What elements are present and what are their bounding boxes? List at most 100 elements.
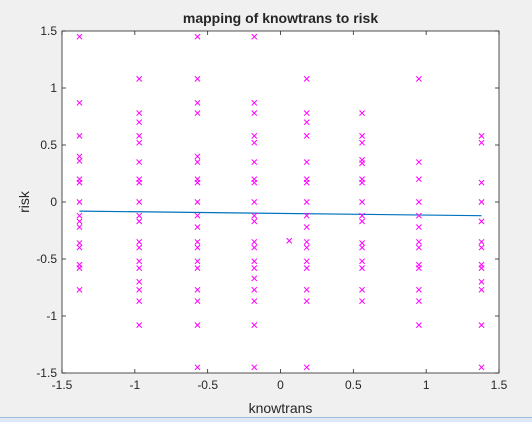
scatter-point [251,286,258,293]
scatter-point [251,212,258,219]
scatter-point [251,364,258,371]
scatter-point [415,212,422,219]
fit-line [79,210,482,217]
x-tick-label: -1.5 [52,378,73,392]
scatter-point [194,153,201,160]
scatter-point [251,244,258,251]
scatter-point [415,298,422,305]
scatter-point [136,75,143,82]
scatter-point [76,179,83,186]
scatter-point [303,244,310,251]
x-tick-label: 1.5 [491,378,508,392]
scatter-point [303,298,310,305]
scatter-point [194,75,201,82]
scatter-point [194,33,201,40]
y-tick-label: -0.5 [36,252,57,266]
scatter-point [136,298,143,305]
scatter-point [359,132,366,139]
scatter-point [251,322,258,329]
scatter-point [76,99,83,106]
scatter-point [136,110,143,117]
scatter-point [194,364,201,371]
scatter-point [478,278,485,285]
scatter-point [76,153,83,160]
scatter-point [194,298,201,305]
scatter-point [251,33,258,40]
scatter-point [251,258,258,265]
x-axis-ticks: -1.5 -1 -0.5 0 0.5 1 1.5 [52,31,508,392]
y-tick-label: 0 [50,195,57,209]
scatter-point [136,238,143,245]
scatter-point [359,240,366,246]
x-tick-label: 0.5 [345,378,362,392]
scatter-point [303,238,310,245]
scatter-point [478,218,485,225]
scatter-point [76,224,83,231]
scatter-point [194,199,201,205]
scatter-point [415,238,422,245]
scatter-point [76,199,83,205]
scatter-point [251,218,258,225]
y-tick-label: -1 [46,309,57,323]
scatter-point [251,265,258,272]
scatter-point [415,224,422,231]
fit-line-layer [79,210,482,217]
scatter-point [359,160,366,167]
x-axis-label: knowtrans [249,400,313,416]
scatter-point [415,322,422,329]
scatter-point [478,139,485,146]
scatter-point [359,298,366,305]
scatter-point [415,75,422,82]
scatter-point [303,75,310,82]
scatter-point [478,364,485,371]
scatter-point [359,265,366,272]
scatter-point [76,240,83,246]
scatter-point [415,286,422,293]
scatter-point [478,244,485,251]
y-tick-label: 1.5 [40,24,57,38]
scatter-point [251,159,258,166]
scatter-point [251,179,258,186]
scatter-point [303,364,310,371]
scatter-point [194,265,201,272]
x-tick-label: 0 [277,378,284,392]
scatter-point [76,218,83,225]
scatter-point [136,139,143,146]
scatter-point [136,199,143,205]
scatter-point [194,224,201,231]
scatter-point [478,199,485,205]
scatter-point [251,199,258,205]
scatter-point [194,286,201,293]
y-axis-label: risk [16,190,32,213]
window-bottom-border [0,417,532,422]
scatter-point [303,212,310,219]
plot-area [62,31,499,373]
scatter-point [251,139,258,146]
scatter-point [194,159,201,166]
scatter-point [415,244,422,251]
y-tick-label: -1.5 [36,366,57,380]
scatter-point [303,258,310,265]
scatter-point [136,132,143,139]
scatter-point [194,212,201,219]
scatter-point [136,179,143,186]
scatter-point [359,286,366,293]
scatter-point [136,159,143,166]
scatter-point [478,286,485,293]
scatter-point [194,110,201,117]
scatter-point [194,99,201,106]
scatter-point [359,218,366,225]
scatter-point [303,224,310,231]
scatter-point [194,258,201,265]
x-tick-label: 1 [423,378,430,392]
x-tick-label: -1 [129,378,140,392]
scatter-point [251,99,258,106]
scatter-point [194,322,201,329]
scatter-point [136,286,143,293]
scatter-point [359,179,366,186]
y-tick-label: 1 [50,81,57,95]
scatter-point [359,244,366,251]
scatter-point [359,258,366,265]
chart-title: mapping of knowtrans to risk [183,10,378,26]
